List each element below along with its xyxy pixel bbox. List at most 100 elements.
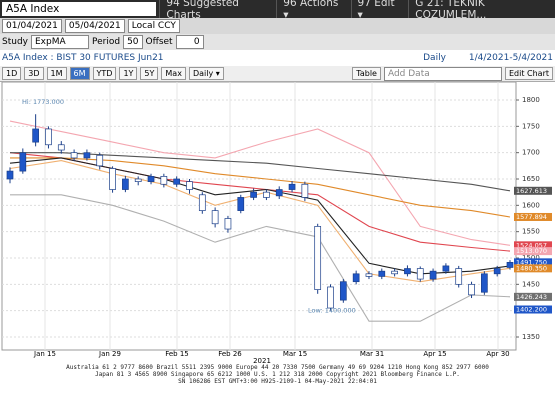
range-button[interactable]: 5Y <box>140 67 159 80</box>
menu-actions[interactable]: 96 Actions ▾ <box>276 0 347 21</box>
candle-body <box>160 176 168 185</box>
candle-body <box>19 152 27 172</box>
candle-body <box>468 283 475 296</box>
y-tick-label: 1800 <box>522 96 540 104</box>
price-tag <box>514 292 552 301</box>
candle-body <box>109 168 116 190</box>
title-bar: A5A Index 94 Suggested Charts 96 Actions… <box>0 0 555 21</box>
security: A5A Index : BIST 30 FUTURES Jun21 <box>2 53 164 63</box>
add-data[interactable]: Add Data <box>383 66 502 81</box>
range-button[interactable]: 3D <box>24 67 44 80</box>
range-button[interactable]: YTD <box>92 67 117 80</box>
candle-body <box>134 178 142 182</box>
candle-body <box>224 218 232 230</box>
x-tick-label: Mar 31 <box>360 350 384 358</box>
price-tag <box>514 241 552 250</box>
range-button[interactable]: 1D <box>2 67 22 80</box>
study-bar: Study ExpMA Period 50 Offset 0 <box>0 34 555 50</box>
offset-label: Offset <box>145 37 173 47</box>
candle-body <box>365 273 373 277</box>
range-button[interactable]: Daily ▾ <box>188 67 224 80</box>
range-button[interactable]: Max <box>161 67 186 80</box>
frequency: Daily <box>423 53 446 63</box>
candle-body <box>198 194 206 211</box>
chart: 1350140014501500155016001650170017501800… <box>1 82 552 364</box>
candle-body <box>57 144 65 151</box>
button-bar: 1D 3D 1M 6M YTD 1Y 5Y Max Daily ▾ Table Add Data… <box>0 66 555 82</box>
footer-line: Japan 81 3 4565 8900 Singapore 65 6212 1… <box>95 371 460 378</box>
year-label: 2021 <box>253 357 271 364</box>
end-date[interactable]: 05/04/2021 <box>64 19 125 33</box>
candle-body <box>352 273 360 283</box>
x-tick-label: Feb 15 <box>165 350 189 358</box>
candle-body <box>301 183 309 198</box>
footer-line: SN 106286 EST GMT+3:00 H925-2109-1 04-Ma… <box>178 378 377 385</box>
x-tick-label: Feb 26 <box>218 350 242 358</box>
study-line <box>10 157 511 218</box>
price-tag <box>514 247 552 256</box>
range-button[interactable]: 6M <box>69 67 90 80</box>
plot-bg <box>1 82 517 351</box>
ticker-field[interactable]: A5A Index <box>2 2 157 16</box>
offset-field[interactable]: 0 <box>175 35 204 49</box>
security-bar: A5A Index : BIST 30 FUTURES Jun21 Daily … <box>0 50 555 66</box>
candle-body <box>442 265 450 272</box>
candle-body <box>378 270 386 277</box>
start-date[interactable]: 01/04/2021 <box>2 19 62 33</box>
candle-body <box>32 128 39 143</box>
y-tick-label: 1550 <box>522 228 540 236</box>
candle-body <box>314 226 322 290</box>
price-tag <box>514 305 552 314</box>
candle-body <box>327 286 334 309</box>
candle-body <box>493 268 501 275</box>
candle-body <box>186 181 193 190</box>
footer-line: Australia 61 2 9777 8600 Brazil 5511 239… <box>66 364 489 371</box>
candle-body <box>250 191 257 198</box>
x-tick-label: Jan 29 <box>98 350 121 358</box>
currency[interactable]: Local CCY <box>127 19 180 33</box>
candle-body <box>275 189 283 197</box>
candle-body <box>455 268 463 285</box>
low-annotation: Low: 1400.000 <box>308 307 356 315</box>
range: 1/4/2021-5/4/2021 <box>468 53 553 63</box>
table-button[interactable]: Table <box>352 67 381 80</box>
y-tick-label: 1700 <box>522 149 540 157</box>
y-tick-label: 1600 <box>522 201 540 209</box>
study-line <box>9 120 511 246</box>
candle-body <box>45 128 52 146</box>
price-tag-label: 1491.750 <box>516 258 547 266</box>
candle-body <box>404 268 411 275</box>
date-bar: 01/04/2021 05/04/2021 Local CCY <box>0 18 555 34</box>
menu-edit[interactable]: 97 Edit ▾ <box>350 0 406 21</box>
price-tag <box>514 258 552 267</box>
candle-body <box>83 152 91 159</box>
candle-body <box>237 197 245 211</box>
study-line <box>9 157 511 275</box>
study-line <box>10 152 511 192</box>
study-field[interactable]: ExpMA <box>31 35 89 49</box>
study-label: Study <box>2 37 28 47</box>
x-tick-label: Mar 15 <box>283 350 307 358</box>
candle-body <box>211 210 219 225</box>
y-tick-label: 1750 <box>522 122 540 130</box>
price-tag-label: 1402.200 <box>516 306 547 314</box>
edit-chart-button[interactable]: Edit Chart <box>504 67 553 80</box>
price-tag <box>514 186 552 195</box>
price-tag-label: 1627.613 <box>516 187 547 195</box>
price-tag-label: 1524.057 <box>516 241 547 249</box>
candle-body <box>416 268 424 280</box>
candle-body <box>173 178 181 185</box>
candle-body <box>147 176 155 182</box>
x-tick-label: Apr 15 <box>423 350 446 358</box>
candle-body <box>96 154 104 167</box>
candle-body <box>6 170 14 180</box>
price-tag-label: 1480.350 <box>516 264 547 272</box>
price-tag <box>514 212 552 221</box>
candle-body <box>70 152 78 159</box>
range-button[interactable]: 1Y <box>119 67 138 80</box>
range-button[interactable]: 1M <box>46 67 67 80</box>
candle-body <box>391 270 398 275</box>
period-field[interactable]: 50 <box>123 35 143 49</box>
period-label: Period <box>92 37 121 47</box>
